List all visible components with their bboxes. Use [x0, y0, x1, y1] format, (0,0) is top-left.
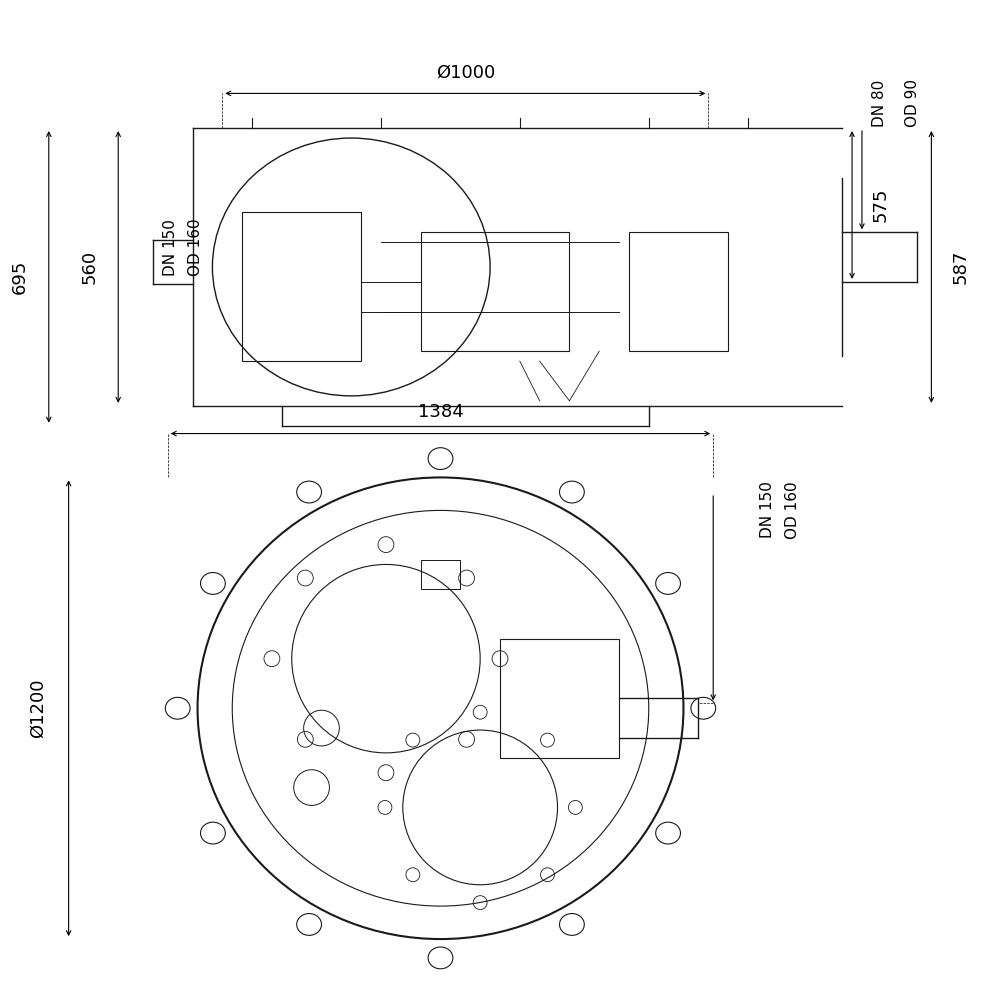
Text: 575: 575 — [872, 188, 890, 222]
Text: 560: 560 — [80, 250, 98, 284]
Text: Ø1200: Ø1200 — [29, 679, 47, 738]
Text: Ø1000: Ø1000 — [436, 64, 495, 82]
Text: OD 160: OD 160 — [188, 218, 203, 276]
Bar — [629, 232, 728, 351]
Text: DN 80: DN 80 — [872, 80, 887, 127]
Text: DN 150: DN 150 — [163, 219, 178, 276]
Text: 695: 695 — [11, 260, 29, 294]
Text: DN 150: DN 150 — [760, 481, 775, 538]
Bar — [421, 560, 460, 589]
Text: OD 160: OD 160 — [785, 481, 800, 539]
Text: 587: 587 — [951, 250, 969, 284]
Bar — [421, 232, 569, 351]
Text: 1384: 1384 — [418, 403, 463, 421]
Bar — [242, 212, 361, 361]
Bar — [500, 639, 619, 758]
Text: OD 90: OD 90 — [905, 79, 920, 127]
